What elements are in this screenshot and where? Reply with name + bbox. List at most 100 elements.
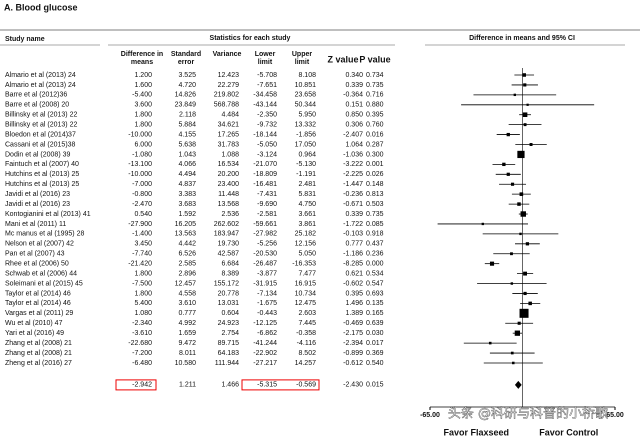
study-name: Almario et al (2013) 24 <box>5 72 76 79</box>
cell: -0.899 <box>343 350 363 357</box>
cell: 0.395 <box>366 112 384 119</box>
study-name: Vargas et al (2011) 29 <box>5 310 73 317</box>
cell: 0.017 <box>366 340 384 347</box>
cell: -41.244 <box>253 340 277 347</box>
cell: -12.125 <box>253 320 277 327</box>
cell: 0.340 <box>345 72 363 79</box>
effect-box <box>522 73 526 77</box>
cell: 4.066 <box>178 161 196 168</box>
effect-box <box>506 172 510 176</box>
cell: 12.423 <box>218 72 240 79</box>
cell: 4.558 <box>178 290 196 297</box>
effect-box <box>519 232 522 236</box>
cell: 1.800 <box>134 290 152 297</box>
cell: 2.754 <box>221 330 239 337</box>
cell: -10.000 <box>128 131 152 138</box>
study-name: Taylor et al (2014) 46 <box>5 300 71 307</box>
column-header: Difference in means <box>121 51 163 66</box>
cell: 31.783 <box>218 141 240 148</box>
cell: 1.800 <box>134 112 152 119</box>
cell: -1.675 <box>257 300 277 307</box>
cell: 0.306 <box>345 121 363 128</box>
highlight <box>115 379 157 391</box>
cell: -43.144 <box>253 102 277 109</box>
cell: 17.265 <box>218 131 240 138</box>
cell: 1.600 <box>134 82 152 89</box>
summary-cell: -2.942 <box>132 382 152 389</box>
cell: 20.200 <box>218 171 240 178</box>
cell: -2.175 <box>343 330 363 337</box>
cell: 0.001 <box>366 161 384 168</box>
cell: 0.000 <box>366 261 384 268</box>
cell: 42.587 <box>218 251 240 258</box>
cell: 5.400 <box>134 300 152 307</box>
cell: 8.502 <box>298 350 316 357</box>
cell: 0.777 <box>345 241 363 248</box>
title: A. Blood glucose <box>4 2 78 12</box>
cell: 0.026 <box>366 171 384 178</box>
cell: -1.191 <box>296 171 316 178</box>
cell: -7.000 <box>132 181 152 188</box>
study-header: Study name <box>5 36 45 43</box>
cell: 0.148 <box>366 181 384 188</box>
cell: 6.684 <box>221 261 239 268</box>
effect-box <box>510 351 514 355</box>
cell: 5.884 <box>178 121 196 128</box>
cell: -2.340 <box>132 320 152 327</box>
summary-cell: 1.466 <box>221 382 239 389</box>
cell: 183.947 <box>214 231 239 238</box>
cell: 10.734 <box>295 290 317 297</box>
cell: 1.659 <box>178 330 196 337</box>
cell: 0.339 <box>345 211 363 218</box>
cell: -1.722 <box>343 221 363 228</box>
effect-box <box>523 123 527 127</box>
cell: 0.621 <box>345 270 363 277</box>
cell: -16.353 <box>292 261 316 268</box>
cell: -4.116 <box>297 340 316 347</box>
summary-cell: -2.430 <box>343 382 363 389</box>
cell: 7.445 <box>298 320 316 327</box>
cell: 0.540 <box>366 360 384 367</box>
cell: -20.530 <box>253 251 277 258</box>
cell: 0.850 <box>345 112 363 119</box>
cell: 2.896 <box>178 270 196 277</box>
cell: 0.547 <box>366 280 384 287</box>
study-name: Billinsky et al (2013) 22 <box>5 112 77 119</box>
cell: 2.603 <box>298 310 316 317</box>
study-name: Yari et al (2016) 49 <box>5 330 64 337</box>
cell: -2.407 <box>343 131 363 138</box>
cell: -7.651 <box>257 82 277 89</box>
study-name: Barre et al (2008) 20 <box>5 102 69 109</box>
study-name: Schwab et al (2006) 44 <box>5 270 77 277</box>
cell: 16.534 <box>218 161 240 168</box>
column-header: Upper limit <box>292 51 313 66</box>
study-name: Zhang et al (2008) 21 <box>5 340 72 347</box>
summary-cell: 1.211 <box>179 382 196 389</box>
cell: 5.950 <box>298 112 316 119</box>
cell: 23.849 <box>175 102 197 109</box>
study-name: Bloedon et al (2014)37 <box>5 131 76 138</box>
effect-box <box>506 132 510 137</box>
cell: -22.680 <box>128 340 152 347</box>
summary-cell: -0.569 <box>296 382 316 389</box>
cell: 0.604 <box>221 310 239 317</box>
study-name: Zhang et al (2008) 21 <box>5 350 72 357</box>
cell: 2.536 <box>221 211 239 218</box>
cell: -5.256 <box>257 241 277 248</box>
cell: 13.563 <box>175 231 197 238</box>
cell: 0.734 <box>366 72 384 79</box>
effect-box <box>528 301 532 306</box>
cell: 1.088 <box>221 151 239 158</box>
effect-box <box>523 83 527 87</box>
cell: -1.400 <box>132 231 152 238</box>
effect-box <box>526 103 529 106</box>
cell: 17.050 <box>295 141 317 148</box>
cell: 0.395 <box>345 290 363 297</box>
cell: 8.011 <box>179 350 196 357</box>
cell: 24.923 <box>218 320 240 327</box>
cell: 0.016 <box>366 131 384 138</box>
effect-box <box>517 150 525 159</box>
cell: 34.621 <box>218 121 240 128</box>
cell: 0.760 <box>366 121 384 128</box>
effect-box <box>522 112 528 118</box>
